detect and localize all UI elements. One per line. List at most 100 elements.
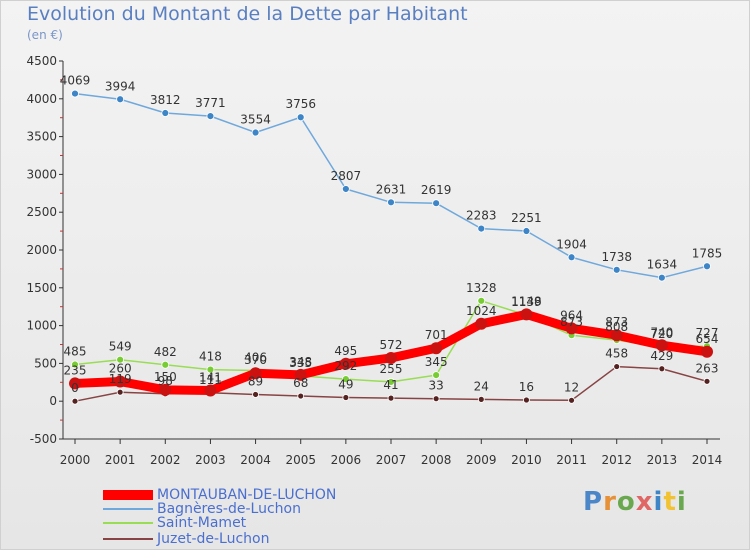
series-bagneres-data-label: 1738 [601,250,632,264]
series-saint-mamet-data-label: 549 [109,340,132,354]
x-tick-label: 2003 [195,453,226,467]
series-bagneres-point [432,199,441,208]
series-juzet-data-label: 119 [109,372,132,386]
legend-swatch [103,521,153,524]
series-bagneres-data-label: 1634 [647,258,678,272]
series-saint-mamet-data-label: 727 [696,326,719,340]
series-montauban-data-label: 370 [244,353,267,367]
y-tick-label: 0 [49,394,57,408]
y-tick-label: 3000 [26,167,57,181]
chart-subtitle: (en €) [27,28,63,42]
series-montauban-point [565,322,578,335]
series-montauban-data-label: 260 [109,362,132,376]
series-bagneres-data-label: 3994 [105,79,136,93]
series-bagneres-point [657,273,666,282]
series-saint-mamet-data-label: 292 [334,359,357,373]
logo-letter: r [603,487,617,517]
series-montauban-data-label: 1024 [466,304,497,318]
series-bagneres-data-label: 2251 [511,211,542,225]
series-montauban-point [294,368,307,381]
logo-letter: x [635,487,654,517]
series-bagneres-point [341,185,350,193]
legend-label: Bagnères-de-Luchon [157,500,301,517]
x-tick-label: 2009 [466,453,497,467]
series-juzet-point [523,396,530,404]
series-juzet-data-label: 68 [293,376,308,390]
series-saint-mamet-point [432,371,441,380]
series-juzet-point [297,392,305,400]
series-bagneres-data-label: 2283 [466,209,497,223]
series-juzet-data-label: 98 [158,374,173,388]
x-tick-label: 2013 [647,453,678,467]
series-juzet-point [342,394,350,401]
series-juzet-point [568,396,575,404]
series-montauban-point [520,308,533,321]
series-bagneres-point [612,265,621,274]
series-bagneres-data-label: 4069 [60,74,91,88]
y-tick-label: -500 [30,432,57,446]
series-montauban-point [655,339,668,352]
series-bagneres-point [477,224,486,233]
series-saint-mamet-data-label: 808 [605,320,628,334]
logo-letter: P [583,487,604,517]
series-saint-mamet-point [341,375,350,384]
series-montauban-point [159,383,172,396]
series-bagneres-data-label: 2631 [376,182,407,196]
series-montauban-data-label: 235 [64,363,87,377]
logo-letter: t [663,487,677,517]
series-juzet-data-label: 111 [199,373,222,387]
x-tick-label: 2006 [331,453,362,467]
legend-label: MONTAUBAN-DE-LUCHON [157,486,337,503]
logo-letter: i [676,487,687,517]
series-bagneres-point [296,113,305,122]
series-bagneres-point [71,89,79,98]
series-bagneres-data-label: 1904 [556,237,587,251]
legend-item-juzet: Juzet-de-Luchon [103,530,270,547]
x-tick-label: 2007 [376,453,407,467]
x-tick-label: 2008 [421,453,452,467]
series-bagneres-point [522,227,531,235]
series-bagneres-data-label: 3554 [240,113,271,127]
series-saint-mamet-data-label: 345 [425,355,448,369]
series-bagneres-data-label: 1785 [692,246,723,260]
series-juzet-point [71,397,79,405]
series-juzet-point [252,391,259,398]
series-juzet-data-label: 0 [71,381,79,395]
series-montauban-point [475,317,488,330]
series-montauban-data-label: 150 [154,370,177,384]
x-tick-label: 2000 [60,453,91,467]
series-bagneres-point [703,262,711,271]
logo-letter: i [653,487,664,517]
series-montauban-point [339,357,352,370]
series-saint-mamet-data-label: 873 [560,315,583,329]
series-saint-mamet-data-label: 418 [199,350,222,364]
series-montauban-data-label: 873 [605,315,628,329]
legend-swatch [103,507,153,510]
series-juzet-data-label: 263 [696,361,719,375]
series-montauban-point [701,345,713,358]
series-juzet-data-label: 33 [429,379,444,393]
y-tick-label: 2500 [26,205,57,219]
series-saint-mamet-data-label: 1328 [466,281,497,295]
series-juzet-point [477,395,485,403]
series-montauban-data-label: 964 [560,308,583,322]
y-tick-label: 4500 [26,54,57,68]
x-tick-label: 2014 [692,453,723,467]
y-tick-label: 4000 [26,92,57,106]
series-montauban-point [69,377,81,390]
legend-swatch [103,489,153,500]
series-saint-mamet-data-label: 720 [650,327,673,341]
series-bagneres-data-label: 3756 [285,97,316,111]
series-saint-mamet-data-label: 406 [244,351,267,365]
series-juzet-point [116,388,124,396]
series-montauban-data-label: 141 [199,371,222,385]
series-saint-mamet-data-label: 482 [154,345,177,359]
y-tick-label: 1000 [26,319,57,333]
y-tick-label: 2000 [26,243,57,257]
logo-letter: o [616,487,636,517]
legend-item-montauban: MONTAUBAN-DE-LUCHON [103,486,336,503]
legend-label: Saint-Mamet [157,514,247,531]
series-juzet-data-label: 458 [605,347,628,361]
